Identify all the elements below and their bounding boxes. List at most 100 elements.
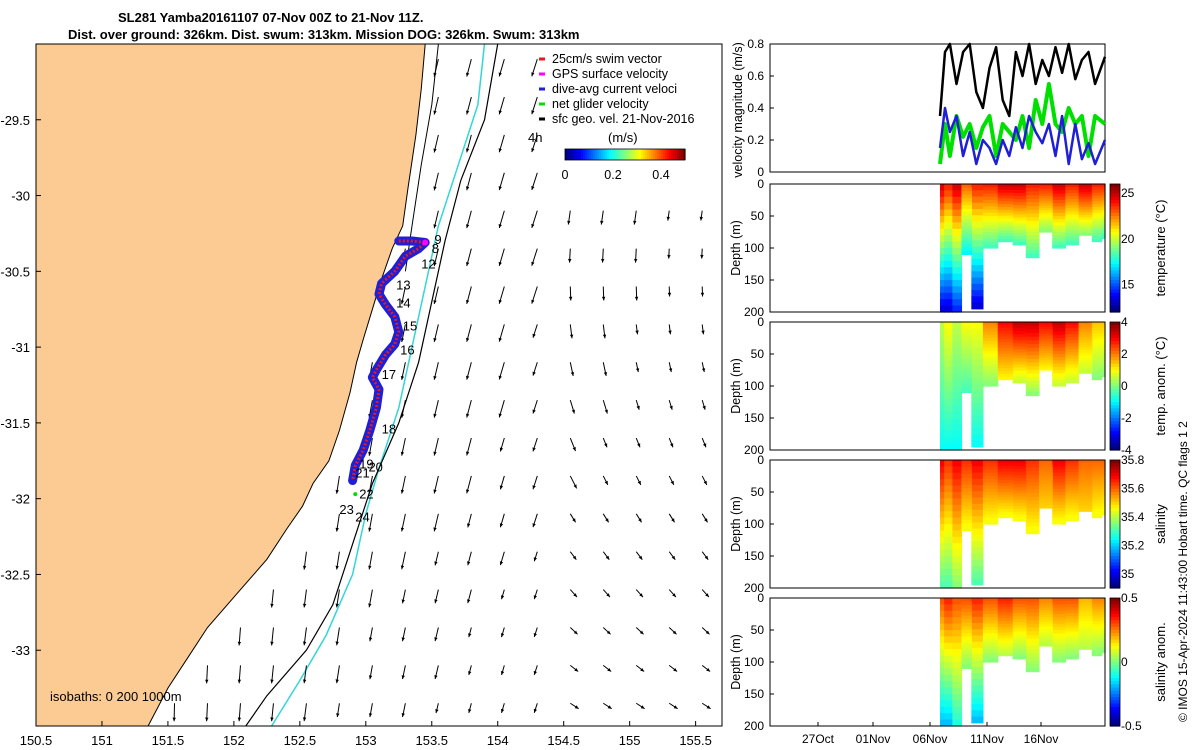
temp_anom-cell [1039,334,1047,337]
temperature-cbar-cell [1110,267,1120,271]
temperature-cell [976,258,984,266]
map-colorbar-cell [657,149,660,160]
temp_anom-cell [952,411,958,419]
temp_anom-cell [997,336,1007,340]
time-xtick-label: 06Nov [913,732,948,746]
sal_anom-cell [1012,631,1020,636]
salinity-cbar-cell [1110,527,1120,531]
sal_anom-cbar-cell [1110,636,1120,641]
temperature-cell [940,216,945,223]
salinity-cell [1085,465,1093,469]
map-colorbar-cell [651,149,654,160]
temp_anom-cell [1052,341,1060,345]
salinity-cell [1085,462,1093,466]
sal_anom-cell [956,694,963,701]
sal_anom-cell [966,629,972,634]
temp_anom-cell [1072,370,1080,375]
sal_anom-cell [982,601,991,605]
temp_anom-cell [944,392,949,400]
temp_anom-cell [971,396,977,404]
temp_anom-cell [982,334,991,339]
temp_anom-cell [1006,342,1014,346]
sal_anom-cell [948,630,953,637]
temperature-cell [1058,219,1066,223]
temp_anom-cbar-cell [1110,421,1120,425]
temperature-cell [1085,230,1093,234]
salinity-cell [1058,520,1066,525]
temperature-cell [1019,193,1027,197]
salinity-cbar-cell [1110,559,1120,563]
temperature-cell [961,219,967,224]
temp_anom-cell [1078,368,1086,372]
temp_anom-cell [1045,350,1053,354]
sal_anom-cell [948,687,953,695]
sal_anom-cell [1085,608,1093,612]
temp_anom-cell [1025,369,1033,375]
temp_anom-cell [1019,346,1027,350]
sal_anom-cbar-tick: 0 [1121,655,1128,669]
temp_anom-cell [1085,347,1093,351]
temperature-cbar-cell [1110,235,1120,239]
temperature-cell [1091,198,1099,202]
temp_anom-cell [956,411,963,419]
velocity-ytick-label: 0 [757,165,764,179]
current-vector-head [533,708,537,713]
sal_anom-cell [1058,598,1066,602]
temperature-cell [1058,238,1066,243]
sal_anom-cell [1058,601,1066,605]
salinity-cell [1032,489,1040,494]
temp_anom-cell [1025,344,1033,349]
sal_anom-cell [1012,649,1020,654]
temp_anom-cbar-label: temp. anom. (°C) [1153,336,1168,435]
sal_anom-cell [940,674,945,682]
salinity-cell [956,543,963,551]
sal_anom-cell [1085,633,1093,637]
temp_anom-cell [1025,322,1033,327]
temperature-cell [966,184,972,189]
sal_anom-cell [1078,646,1086,650]
temperature-cell [1052,203,1060,207]
temperature-cell [944,203,949,211]
sal_anom-cell [966,643,972,648]
temp_anom-cell [1072,334,1080,338]
sal_anom-cell [1012,652,1020,657]
temperature-cell [948,209,953,217]
temp_anom-cell [1039,353,1047,357]
salinity-cell [1065,460,1073,464]
temperature-cell [1019,199,1027,203]
sal_anom-cell [948,674,953,682]
sal_anom-cell [1006,600,1014,605]
temperature-cell [1045,212,1053,216]
temp_anom-cell [1039,326,1047,330]
salinity-cell [961,488,967,493]
sal_anom-ylabel: Depth (m) [729,634,743,690]
salinity-cell [1101,500,1106,505]
temperature-cell [1072,196,1080,200]
temperature-cell [1025,253,1033,259]
temp_anom-cbar-cell [1110,446,1120,451]
temp_anom-cell [1078,322,1086,326]
temperature-cell [982,187,991,191]
temp_anom-cell [989,376,999,381]
salinity-cell [952,549,958,557]
temp_anom-cell [944,386,949,393]
salinity-cell [976,472,984,480]
salinity-cell [1078,495,1086,499]
salinity-cell [1006,503,1014,507]
temperature-cell [1039,220,1047,223]
temp_anom-cell [1085,322,1093,326]
map-colorbar-cell [573,149,576,160]
sal_anom-ytick-label: 150 [744,687,764,701]
temperature-cell [940,305,945,313]
temperature-cell [1078,184,1086,188]
salinity-cell [961,495,967,500]
temperature-cell [997,232,1007,237]
sal_anom-cell [940,630,945,637]
salinity-cell [966,470,972,475]
temp_anom-cell [948,354,953,361]
salinity-cell [1052,476,1060,480]
salinity-cell [989,517,999,522]
temp_anom-cell [1065,367,1073,372]
temp_anom-cell [1025,384,1033,389]
time-xtick-label: 01Nov [856,732,891,746]
